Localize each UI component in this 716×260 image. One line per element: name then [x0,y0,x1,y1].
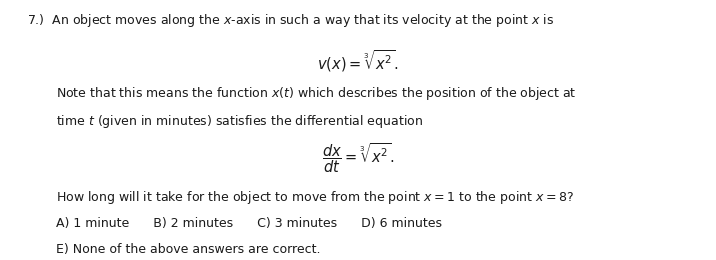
Text: $\dfrac{dx}{dt} = \sqrt[3]{x^2}.$: $\dfrac{dx}{dt} = \sqrt[3]{x^2}.$ [321,142,395,176]
Text: time $t$ (given in minutes) satisfies the differential equation: time $t$ (given in minutes) satisfies th… [56,113,423,130]
Text: 7.)  An object moves along the $x$-axis in such a way that its velocity at the p: 7.) An object moves along the $x$-axis i… [27,12,554,29]
Text: $v(x) = \sqrt[3]{x^2}.$: $v(x) = \sqrt[3]{x^2}.$ [317,48,399,74]
Text: How long will it take for the object to move from the point $x = 1$ to the point: How long will it take for the object to … [56,188,574,205]
Text: A) 1 minute      B) 2 minutes      C) 3 minutes      D) 6 minutes: A) 1 minute B) 2 minutes C) 3 minutes D)… [56,217,442,230]
Text: E) None of the above answers are correct.: E) None of the above answers are correct… [56,243,320,256]
Text: Note that this means the function $x(t)$ which describes the position of the obj: Note that this means the function $x(t)$… [56,84,576,101]
